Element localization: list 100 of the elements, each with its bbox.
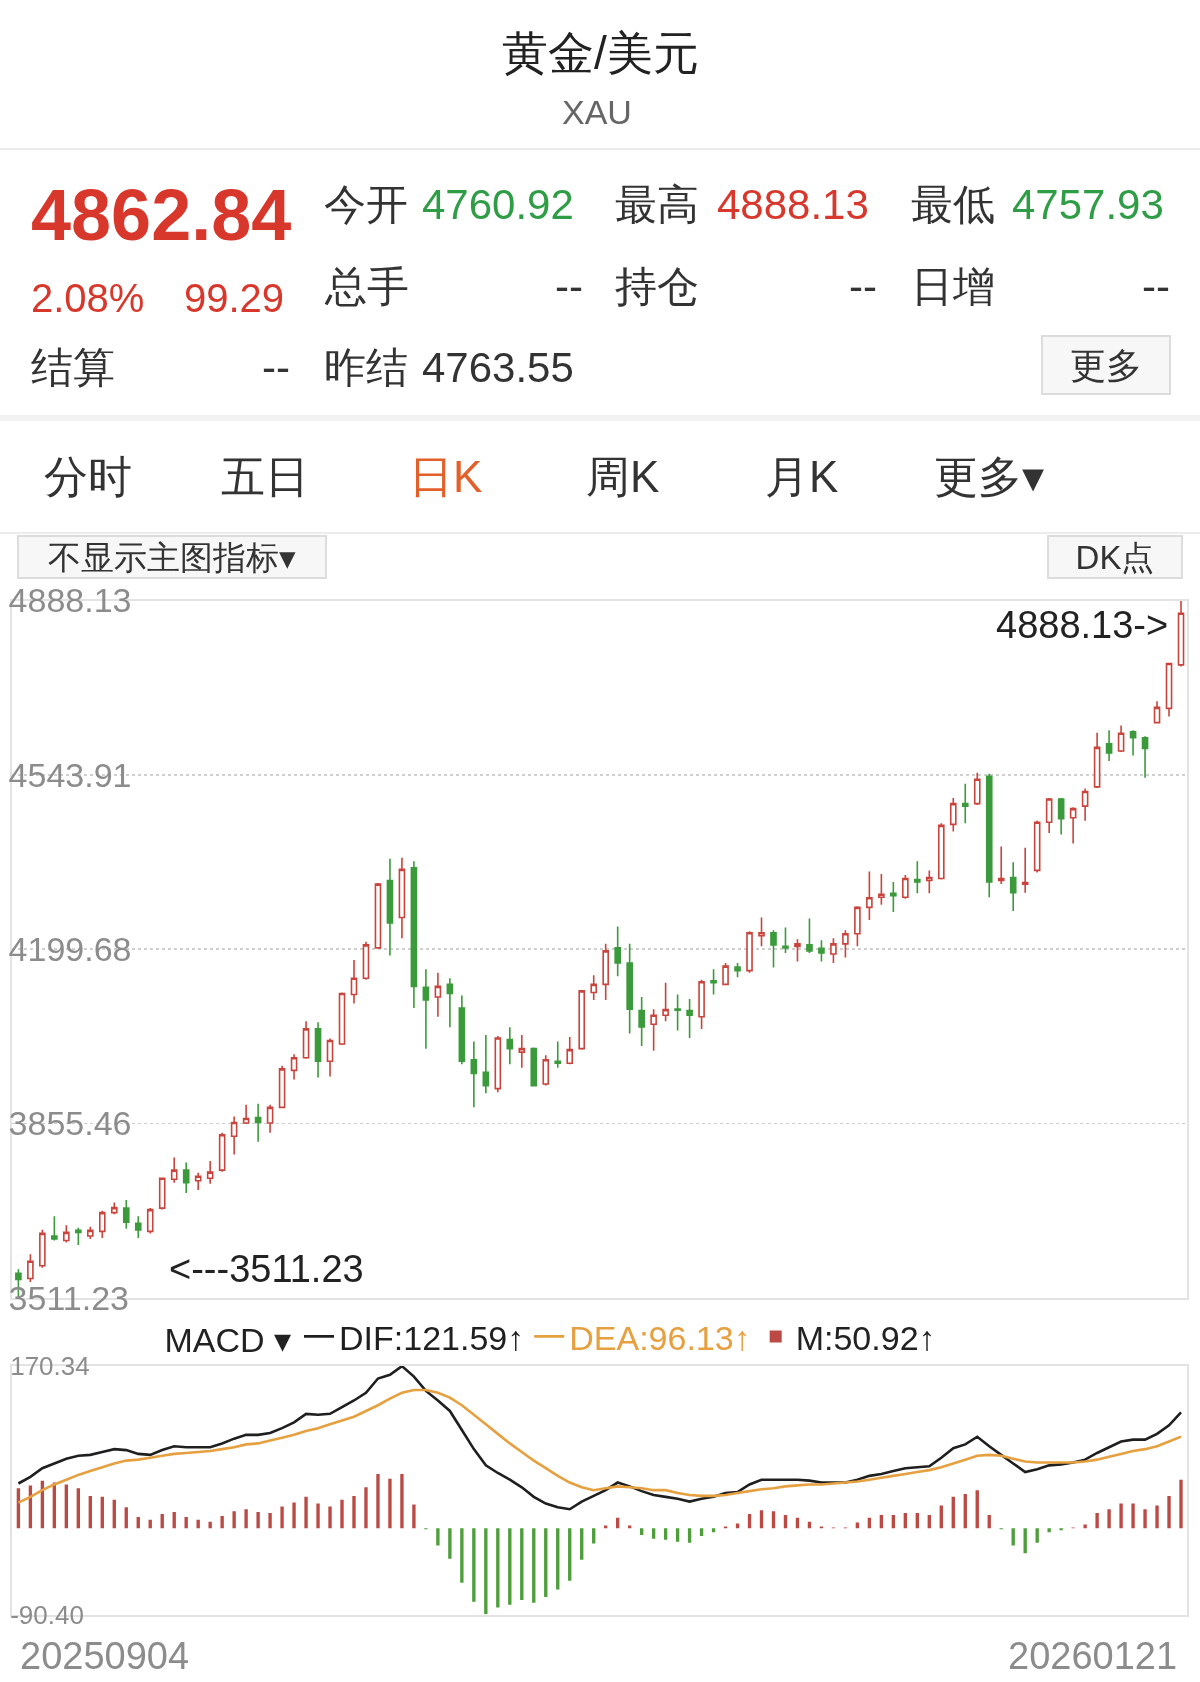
bar xyxy=(580,1528,584,1560)
candlestick xyxy=(890,881,897,913)
text: 总手 xyxy=(324,263,409,310)
candlestick xyxy=(446,977,454,1029)
bar xyxy=(388,1478,392,1529)
candlestick xyxy=(51,1215,58,1242)
bar xyxy=(711,1528,716,1533)
bar xyxy=(568,1528,572,1581)
bar xyxy=(232,1511,236,1529)
candlestick xyxy=(134,1215,142,1239)
text: 五日 xyxy=(221,452,309,501)
candlestick xyxy=(578,989,586,1051)
bar xyxy=(1167,1495,1171,1529)
bar xyxy=(675,1528,680,1542)
bar xyxy=(699,1528,704,1536)
text: -- xyxy=(849,263,877,310)
candlestick xyxy=(854,905,861,948)
text: 周K xyxy=(586,452,660,501)
bar xyxy=(1131,1503,1135,1529)
candlestick xyxy=(1141,735,1149,779)
candlestick xyxy=(842,929,849,959)
text: 日K xyxy=(409,452,483,501)
bar xyxy=(1179,1479,1183,1529)
bar xyxy=(663,1528,668,1540)
candlestick xyxy=(818,939,825,963)
candlestick xyxy=(254,1103,262,1143)
candlestick xyxy=(362,941,370,981)
text: 20250904 xyxy=(20,1635,190,1677)
bar xyxy=(400,1473,404,1529)
bar xyxy=(352,1495,356,1529)
bar xyxy=(364,1487,368,1529)
bar xyxy=(124,1507,128,1529)
text: 黄金/美元 xyxy=(502,27,699,79)
candlestick xyxy=(63,1224,70,1244)
candlestick xyxy=(1045,797,1053,834)
candlestick xyxy=(1165,662,1173,718)
candlestick xyxy=(182,1161,190,1194)
text: DK点 xyxy=(1075,538,1155,576)
bar xyxy=(304,1496,308,1529)
candlestick xyxy=(506,1026,514,1066)
text: 4862.84 xyxy=(31,175,292,255)
candlestick xyxy=(1009,861,1017,912)
bar xyxy=(604,1525,608,1529)
text: 更多 xyxy=(1070,344,1142,386)
bar xyxy=(328,1506,332,1529)
candlestick xyxy=(806,917,813,954)
candlestick xyxy=(206,1160,214,1185)
text: 结算 xyxy=(31,344,115,391)
candlestick xyxy=(614,925,621,978)
y-tick-label: 4888.13 xyxy=(8,581,132,620)
candlestick xyxy=(542,1054,550,1087)
y-tick-label: 4199.68 xyxy=(8,929,132,968)
bar xyxy=(627,1525,632,1529)
candlestick xyxy=(686,998,693,1039)
bar xyxy=(292,1502,296,1529)
candlestick xyxy=(650,1008,657,1052)
legend-title: MACD ▾ xyxy=(164,1321,292,1359)
candlestick xyxy=(961,783,969,825)
bar xyxy=(532,1528,536,1603)
candlestick xyxy=(674,993,681,1032)
candlestick xyxy=(338,991,346,1046)
bar xyxy=(687,1528,692,1543)
legend-label: DIF:121.59↑ xyxy=(339,1318,525,1357)
candlestick xyxy=(242,1104,250,1125)
candlestick xyxy=(302,1020,310,1060)
text: -- xyxy=(1142,263,1170,310)
candlestick xyxy=(350,959,358,1005)
candlestick xyxy=(937,822,945,881)
candlestick xyxy=(518,1034,526,1069)
candlestick xyxy=(434,971,442,1018)
candlestick xyxy=(458,994,466,1066)
candlestick xyxy=(194,1171,202,1191)
annotation: 4888.13-> xyxy=(996,604,1169,646)
text: 99.29 xyxy=(184,276,285,320)
line-series xyxy=(17,1388,1183,1504)
candlestick xyxy=(662,982,669,1023)
bar xyxy=(436,1528,440,1546)
bar xyxy=(651,1528,656,1539)
candlestick xyxy=(997,845,1005,885)
candlestick xyxy=(985,772,993,899)
bar xyxy=(1119,1503,1123,1529)
candlestick xyxy=(1117,724,1125,753)
candlestick xyxy=(230,1115,238,1156)
candlestick xyxy=(494,1035,502,1093)
legend-label: DEA:96.13↑ xyxy=(569,1318,751,1357)
candlestick xyxy=(1153,700,1161,724)
text: 20260121 xyxy=(1008,1635,1178,1677)
annotation: <---3511.23 xyxy=(169,1248,364,1290)
candlestick xyxy=(866,870,873,921)
candlestick xyxy=(158,1176,166,1211)
text: 最低 xyxy=(911,181,995,228)
bar xyxy=(64,1484,69,1529)
bar xyxy=(220,1515,224,1529)
bar xyxy=(520,1528,524,1600)
candlestick xyxy=(218,1131,226,1173)
candlestick xyxy=(794,938,801,963)
bar xyxy=(1047,1528,1051,1533)
bar xyxy=(1023,1528,1027,1554)
candlestick xyxy=(146,1207,154,1235)
bar xyxy=(484,1528,488,1615)
